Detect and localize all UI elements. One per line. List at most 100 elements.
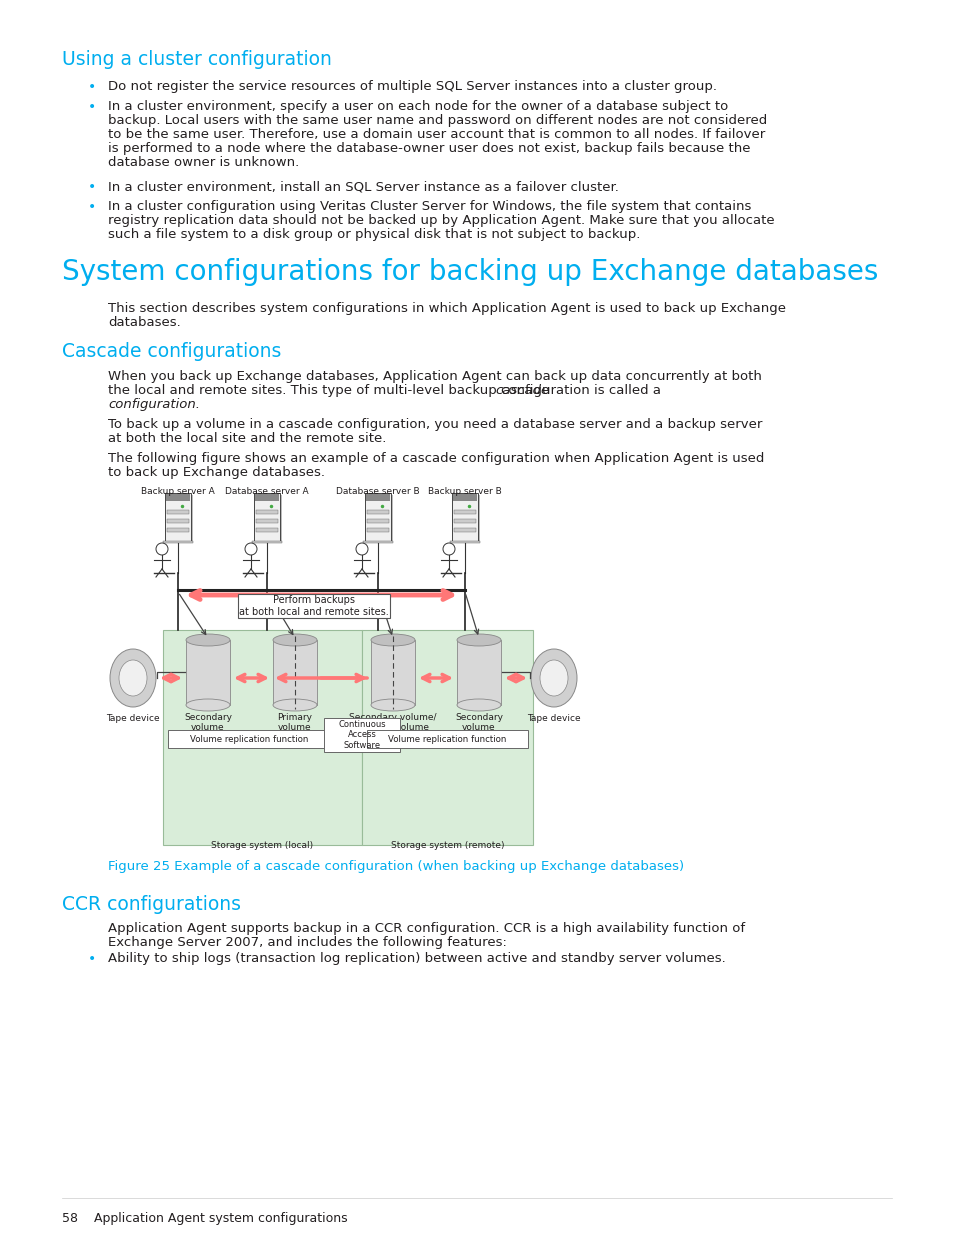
- Bar: [453, 494, 476, 501]
- Text: Figure 25 Example of a cascade configuration (when backing up Exchange databases: Figure 25 Example of a cascade configura…: [108, 860, 683, 873]
- Ellipse shape: [531, 650, 577, 706]
- Bar: [324, 718, 399, 752]
- Circle shape: [245, 543, 256, 555]
- Text: This section describes system configurations in which Application Agent is used : This section describes system configurat…: [108, 303, 785, 315]
- Text: Ability to ship logs (transaction log replication) between active and standby se: Ability to ship logs (transaction log re…: [108, 952, 725, 965]
- Text: In a cluster environment, install an SQL Server instance as a failover cluster.: In a cluster environment, install an SQL…: [108, 180, 618, 193]
- Bar: [167, 519, 189, 522]
- Text: Do not register the service resources of multiple SQL Server instances into a cl: Do not register the service resources of…: [108, 80, 717, 93]
- Text: •: •: [88, 80, 96, 94]
- Text: Cascade configurations: Cascade configurations: [62, 342, 281, 361]
- Bar: [367, 519, 389, 522]
- Text: Storage system (remote): Storage system (remote): [391, 841, 504, 850]
- Text: is performed to a node where the database-owner user does not exist, backup fail: is performed to a node where the databas…: [108, 142, 750, 156]
- Text: backup. Local users with the same user name and password on different nodes are : backup. Local users with the same user n…: [108, 114, 766, 127]
- Bar: [454, 519, 476, 522]
- Bar: [367, 495, 393, 543]
- Text: to be the same user. Therefore, use a domain user account that is common to all : to be the same user. Therefore, use a do…: [108, 128, 764, 141]
- Text: In a cluster configuration using Veritas Cluster Server for Windows, the file sy: In a cluster configuration using Veritas…: [108, 200, 751, 212]
- Bar: [254, 494, 278, 501]
- Bar: [367, 529, 389, 532]
- Bar: [166, 494, 190, 501]
- Circle shape: [442, 543, 455, 555]
- Text: Volume replication function: Volume replication function: [190, 735, 308, 743]
- Ellipse shape: [273, 699, 316, 711]
- Text: Using a cluster configuration: Using a cluster configuration: [62, 49, 332, 69]
- Bar: [452, 493, 477, 541]
- Text: Primary
volume: Primary volume: [277, 713, 313, 732]
- Ellipse shape: [273, 634, 316, 646]
- Text: Continuous
Access
Software: Continuous Access Software: [337, 720, 385, 750]
- Ellipse shape: [186, 634, 230, 646]
- Bar: [367, 730, 527, 748]
- Bar: [454, 529, 476, 532]
- Text: 58    Application Agent system configurations: 58 Application Agent system configuratio…: [62, 1212, 347, 1225]
- Bar: [165, 493, 191, 541]
- Bar: [253, 493, 280, 541]
- Bar: [255, 529, 277, 532]
- Bar: [365, 493, 391, 541]
- Text: System configurations for backing up Exchange databases: System configurations for backing up Exc…: [62, 258, 878, 287]
- Text: Database server B: Database server B: [335, 487, 419, 496]
- Ellipse shape: [539, 659, 567, 697]
- Text: Secondary
volume: Secondary volume: [455, 713, 502, 732]
- Bar: [450, 541, 479, 543]
- Text: Tape device: Tape device: [106, 714, 160, 722]
- Bar: [255, 519, 277, 522]
- Ellipse shape: [110, 650, 156, 706]
- Text: databases.: databases.: [108, 316, 180, 329]
- Text: Database server A: Database server A: [225, 487, 309, 496]
- Ellipse shape: [119, 659, 147, 697]
- Text: Volume replication function: Volume replication function: [388, 735, 506, 743]
- Text: configuration.: configuration.: [108, 398, 200, 411]
- Text: Exchange Server 2007, and includes the following features:: Exchange Server 2007, and includes the f…: [108, 936, 506, 948]
- Bar: [237, 594, 390, 618]
- Bar: [454, 510, 476, 514]
- Bar: [367, 510, 389, 514]
- Text: Tape device: Tape device: [527, 714, 580, 722]
- Bar: [273, 640, 316, 705]
- Text: registry replication data should not be backed up by Application Agent. Make sur: registry replication data should not be …: [108, 214, 774, 227]
- Bar: [163, 541, 193, 543]
- Text: •: •: [88, 200, 96, 214]
- Circle shape: [156, 543, 168, 555]
- Text: to back up Exchange databases.: to back up Exchange databases.: [108, 466, 325, 479]
- Bar: [456, 640, 500, 705]
- Bar: [361, 630, 533, 845]
- Circle shape: [355, 543, 368, 555]
- Ellipse shape: [371, 634, 415, 646]
- Text: Backup server A: Backup server A: [141, 487, 214, 496]
- Text: In a cluster environment, specify a user on each node for the owner of a databas: In a cluster environment, specify a user…: [108, 100, 727, 112]
- Text: the local and remote sites. This type of multi-level backup configuration is cal: the local and remote sites. This type of…: [108, 384, 664, 396]
- Bar: [168, 730, 330, 748]
- Bar: [454, 495, 479, 543]
- Bar: [167, 495, 193, 543]
- Text: •: •: [88, 100, 96, 114]
- Ellipse shape: [456, 634, 500, 646]
- Bar: [252, 541, 282, 543]
- Text: such a file system to a disk group or physical disk that is not subject to backu: such a file system to a disk group or ph…: [108, 228, 639, 241]
- Text: When you back up Exchange databases, Application Agent can back up data concurre: When you back up Exchange databases, App…: [108, 370, 761, 383]
- Bar: [366, 494, 390, 501]
- Ellipse shape: [186, 699, 230, 711]
- Bar: [186, 640, 230, 705]
- Bar: [371, 640, 415, 705]
- Bar: [363, 541, 393, 543]
- Text: •: •: [88, 180, 96, 194]
- Text: The following figure shows an example of a cascade configuration when Applicatio: The following figure shows an example of…: [108, 452, 763, 466]
- Text: Backup server B: Backup server B: [428, 487, 501, 496]
- Text: Secondary volume/
primary volume: Secondary volume/ primary volume: [349, 713, 436, 732]
- Text: To back up a volume in a cascade configuration, you need a database server and a: To back up a volume in a cascade configu…: [108, 417, 761, 431]
- Bar: [167, 529, 189, 532]
- Text: cascade: cascade: [495, 384, 549, 396]
- Text: •: •: [88, 952, 96, 966]
- Text: at both the local site and the remote site.: at both the local site and the remote si…: [108, 432, 386, 445]
- Bar: [255, 495, 282, 543]
- Text: Storage system (local): Storage system (local): [212, 841, 314, 850]
- Text: database owner is unknown.: database owner is unknown.: [108, 156, 299, 169]
- Text: Perform backups
at both local and remote sites.: Perform backups at both local and remote…: [239, 595, 389, 616]
- Bar: [163, 630, 361, 845]
- Bar: [255, 510, 277, 514]
- Ellipse shape: [456, 699, 500, 711]
- Text: Application Agent supports backup in a CCR configuration. CCR is a high availabi: Application Agent supports backup in a C…: [108, 923, 744, 935]
